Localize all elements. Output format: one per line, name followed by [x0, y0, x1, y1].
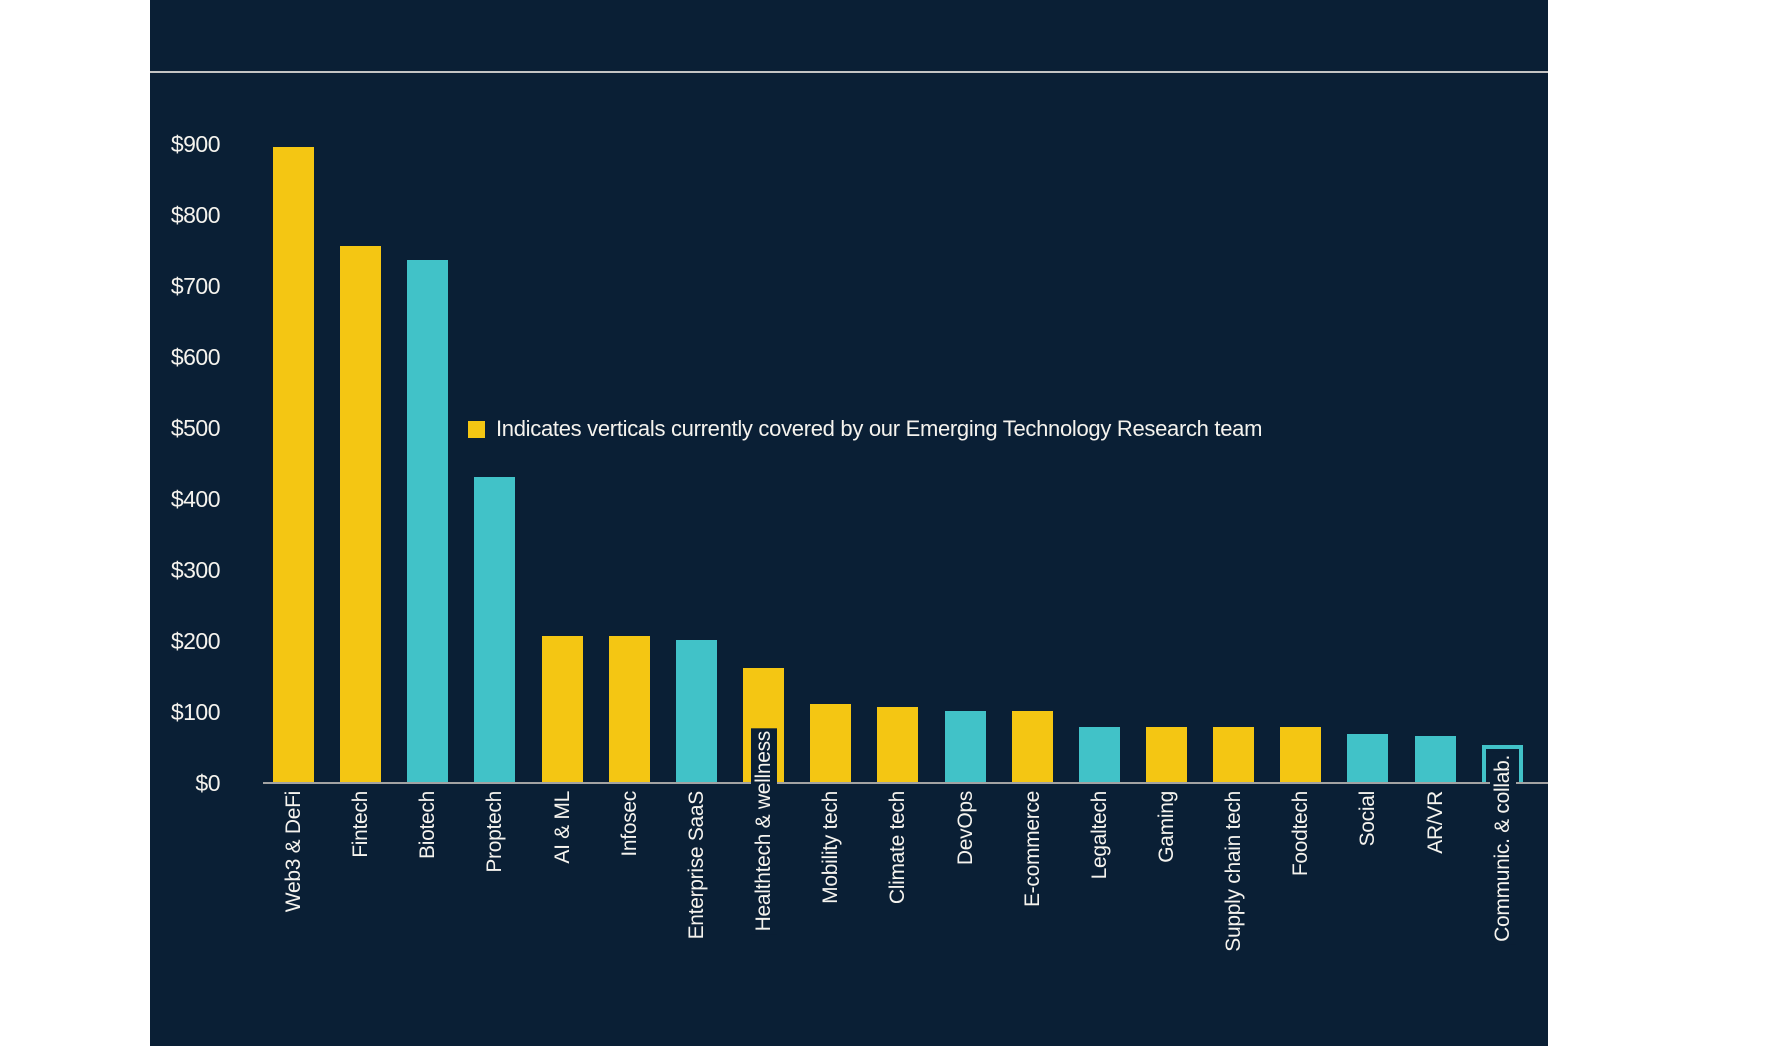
- y-tick-label: $100: [170, 699, 221, 725]
- y-tick-label: $400: [170, 486, 221, 512]
- x-label-communic-collab: Communic. & collab.: [1489, 752, 1516, 945]
- header-divider: [150, 71, 1548, 73]
- x-label-biotech: Biotech: [415, 791, 439, 859]
- x-label-ai-ml: AI & ML: [550, 791, 574, 864]
- bar-legaltech: [1079, 727, 1120, 782]
- bar-gaming: [1146, 727, 1187, 782]
- y-tick-label: $300: [170, 557, 221, 583]
- x-label-infosec: Infosec: [617, 791, 641, 857]
- bar-climate-tech: [877, 707, 918, 782]
- bar-mobility-tech: [810, 704, 851, 782]
- x-label-e-commerce: E-commerce: [1020, 791, 1044, 908]
- bar-fintech: [340, 246, 381, 782]
- bar-proptech: [474, 477, 515, 782]
- y-tick-label: $0: [195, 770, 220, 796]
- x-label-foodtech: Foodtech: [1288, 791, 1312, 877]
- bar-biotech: [407, 260, 448, 782]
- legend-label: Indicates verticals currently covered by…: [496, 416, 1263, 441]
- bar-communic-collab: [1482, 745, 1523, 782]
- x-axis-line: [263, 782, 1548, 784]
- x-label-climate-tech: Climate tech: [885, 791, 909, 905]
- x-label-social: Social: [1355, 791, 1379, 847]
- x-label-supply-chain-tech: Supply chain tech: [1221, 791, 1245, 952]
- bar-supply-chain-tech: [1213, 727, 1254, 782]
- y-tick-label: $600: [170, 344, 221, 370]
- y-tick-label: $200: [170, 628, 221, 654]
- x-label-fintech: Fintech: [348, 791, 372, 858]
- bar-web3-defi: [273, 147, 314, 782]
- x-label-web3-defi: Web3 & DeFi: [281, 791, 305, 913]
- x-label-gaming: Gaming: [1154, 791, 1178, 863]
- x-label-proptech: Proptech: [482, 791, 506, 873]
- x-label-legaltech: Legaltech: [1087, 791, 1111, 880]
- bar-e-commerce: [1012, 711, 1053, 782]
- bar-ai-ml: [542, 636, 583, 782]
- x-label-ar-vr: AR/VR: [1423, 791, 1447, 854]
- legend-swatch-icon: [468, 420, 485, 438]
- x-label-devops: DevOps: [953, 791, 977, 866]
- bar-infosec: [609, 636, 650, 782]
- chart-panel: $0 $100 $200 $300 $400 $500 $600 $700 $800 $900 W…: [150, 0, 1548, 1046]
- chart-legend: Indicates verticals currently covered by…: [468, 413, 1262, 445]
- x-label-mobility-tech: Mobility tech: [818, 791, 842, 904]
- y-tick-label: $800: [170, 202, 221, 228]
- bar-devops: [945, 711, 986, 782]
- x-label-enterprise-saas: Enterprise SaaS: [684, 791, 708, 940]
- bar-ar-vr: [1415, 736, 1456, 782]
- bar-foodtech: [1280, 727, 1321, 782]
- y-tick-label: $500: [170, 415, 221, 441]
- y-tick-label: $700: [170, 273, 221, 299]
- bar-social: [1347, 734, 1388, 782]
- x-label-healthtech-wellness: Healthtech & wellness: [750, 728, 777, 935]
- y-tick-label: $900: [170, 131, 221, 157]
- bar-enterprise-saas: [676, 640, 717, 782]
